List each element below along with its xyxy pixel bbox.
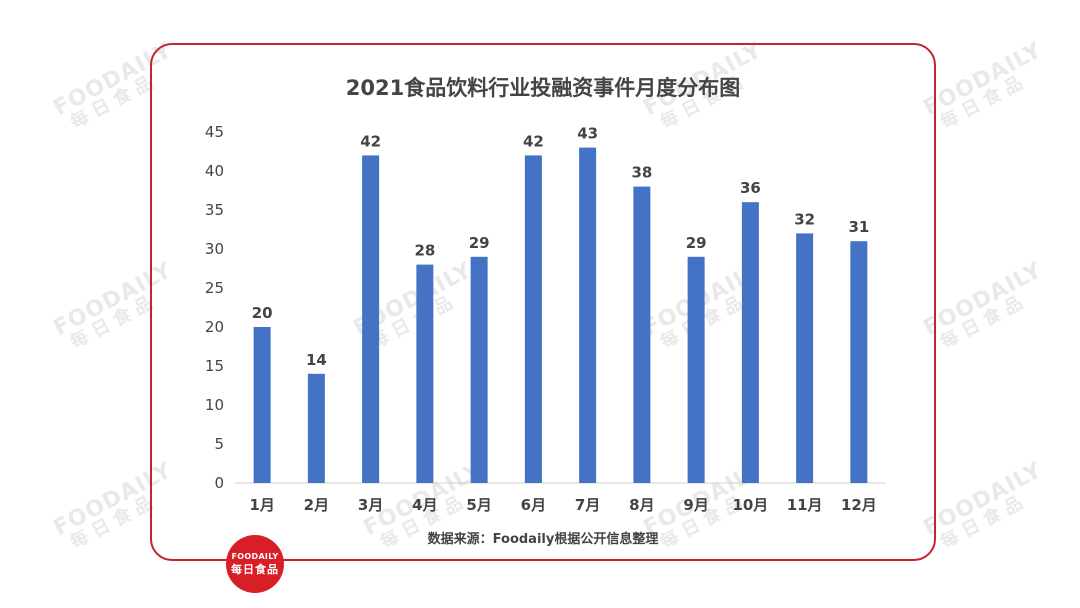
x-tick-label: 3月 — [358, 496, 383, 514]
bar — [741, 202, 759, 483]
y-tick-label: 35 — [205, 201, 224, 219]
bar — [796, 233, 814, 483]
y-tick-label: 5 — [214, 435, 224, 453]
y-tick-label: 0 — [214, 474, 224, 492]
x-tick-label: 12月 — [841, 496, 877, 514]
data-label: 38 — [631, 164, 652, 182]
x-tick-label: 7月 — [575, 496, 600, 514]
chart-frame — [150, 43, 936, 561]
bar — [362, 155, 380, 483]
bar — [687, 256, 705, 483]
data-label: 42 — [523, 132, 544, 150]
y-tick-label: 30 — [205, 240, 224, 258]
bar — [307, 373, 325, 483]
x-tick-label: 1月 — [249, 496, 274, 514]
y-tick-label: 40 — [205, 162, 224, 180]
data-label: 36 — [740, 179, 761, 197]
bar — [416, 264, 434, 483]
y-tick-label: 15 — [205, 357, 224, 375]
data-label: 32 — [794, 210, 815, 228]
x-tick-label: 5月 — [466, 496, 491, 514]
y-tick-label: 10 — [205, 396, 224, 414]
data-label: 28 — [414, 242, 435, 260]
data-label: 20 — [252, 304, 273, 322]
bar — [524, 155, 542, 483]
bar — [253, 327, 271, 483]
bar — [579, 147, 597, 483]
x-tick-label: 2月 — [304, 496, 329, 514]
bar — [470, 256, 488, 483]
y-tick-label: 45 — [205, 123, 224, 141]
x-tick-label: 11月 — [787, 496, 823, 514]
data-label: 43 — [577, 125, 598, 143]
x-tick-label: 6月 — [521, 496, 546, 514]
x-tick-label: 10月 — [732, 496, 768, 514]
bar — [850, 241, 868, 483]
data-label: 31 — [848, 218, 869, 236]
y-tick-label: 20 — [205, 318, 224, 336]
x-tick-label: 9月 — [683, 496, 708, 514]
x-tick-label: 8月 — [629, 496, 654, 514]
bar — [633, 186, 651, 483]
source-note: 数据来源：Foodaily根据公开信息整理 — [427, 532, 659, 547]
data-label: 14 — [306, 351, 327, 369]
foodaily-logo: FOODAILY 每日食品 — [226, 535, 284, 593]
data-label: 42 — [360, 132, 381, 150]
data-label: 29 — [686, 234, 707, 252]
y-tick-label: 25 — [205, 279, 224, 297]
data-label: 29 — [469, 234, 490, 252]
x-tick-label: 4月 — [412, 496, 437, 514]
chart-title: 2021食品饮料行业投融资事件月度分布图 — [345, 76, 741, 100]
